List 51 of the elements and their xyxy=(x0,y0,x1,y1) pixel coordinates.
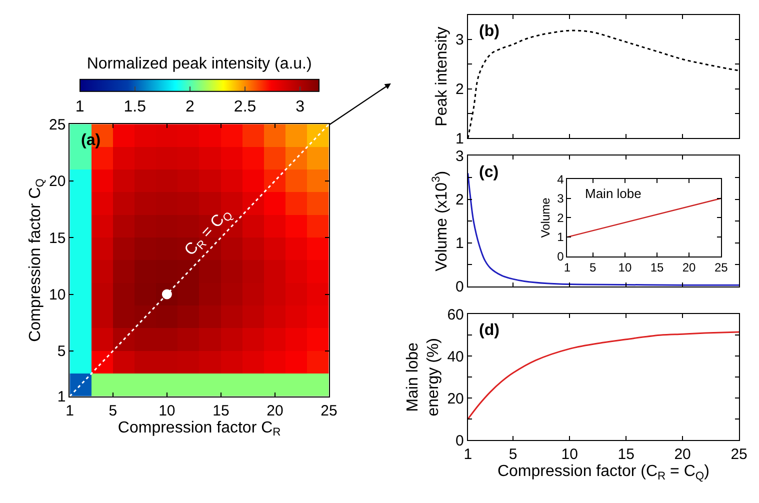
y-tick-label: 40 xyxy=(447,348,464,366)
x-tick-label: 5 xyxy=(108,402,118,420)
y-axis-title: Volume xyxy=(538,197,552,238)
x-tick-label: 20 xyxy=(266,402,284,420)
y-tick-label: 0 xyxy=(456,432,464,450)
x-tick-label: 10 xyxy=(618,260,632,275)
y-tick-label: 5 xyxy=(57,343,66,360)
x-tick-label: 15 xyxy=(618,446,634,464)
text: Main lobe xyxy=(585,186,642,201)
x-tick-label: 10 xyxy=(158,402,176,420)
x-tick-label: 25 xyxy=(730,446,748,464)
y-tick-label: 0 xyxy=(557,250,564,264)
y-tick-label: 10 xyxy=(49,286,66,304)
color-bar-label: 2 xyxy=(186,98,195,116)
color-bar-label: 1 xyxy=(75,98,84,116)
y-tick-label: 3 xyxy=(557,192,564,206)
y-tick-label: 4 xyxy=(557,172,564,186)
color-bar-title: Normalized peak intensity (a.u.) xyxy=(86,56,312,73)
x-tick-label: 20 xyxy=(674,446,691,464)
y-tick-label: 3 xyxy=(456,32,464,49)
x-axis-title: Compression factor (C$_{R}$ = C$_{Q}$) xyxy=(497,463,710,482)
y-axis-title: Peak intensity xyxy=(433,26,450,126)
y-tick-label: 2 xyxy=(456,192,464,209)
y-axis-title: Main lobe energy (%) xyxy=(404,338,442,416)
y-tick-label: 2 xyxy=(557,210,564,225)
y-tick-label: 0 xyxy=(456,278,464,296)
y-tick-label: 1 xyxy=(456,235,464,252)
color-bar-label: 3 xyxy=(296,98,305,116)
y-tick-label: 3 xyxy=(456,148,464,165)
y-tick-label: 1 xyxy=(557,230,564,244)
x-tick-label: 5 xyxy=(590,260,597,275)
x-tick-label: 5 xyxy=(508,446,518,464)
y-tick-label: 1 xyxy=(57,388,66,406)
y-tick-label: 1 xyxy=(456,130,464,148)
color-bar-label: 2.5 xyxy=(234,98,256,116)
y-tick-label: 15 xyxy=(49,230,66,247)
y-tick-label: 20 xyxy=(49,173,66,190)
annotation: (c) xyxy=(479,164,499,181)
y-tick-label: 25 xyxy=(49,116,66,134)
color-bar-label: 1.5 xyxy=(124,98,146,116)
annotation: (d) xyxy=(479,322,500,339)
x-tick-label: 15 xyxy=(212,402,230,420)
x-tick-label: 20 xyxy=(682,260,696,275)
y-tick-label: 60 xyxy=(447,306,464,324)
annotation: (b) xyxy=(479,23,500,40)
y-tick-label: 20 xyxy=(447,390,464,408)
x-tick-label: 25 xyxy=(320,402,338,420)
x-tick-label: 25 xyxy=(714,260,728,275)
x-tick-label: 15 xyxy=(650,260,664,275)
y-tick-label: 2 xyxy=(456,81,464,98)
x-axis-title: Compression factor C$_{R}$ xyxy=(118,419,281,439)
